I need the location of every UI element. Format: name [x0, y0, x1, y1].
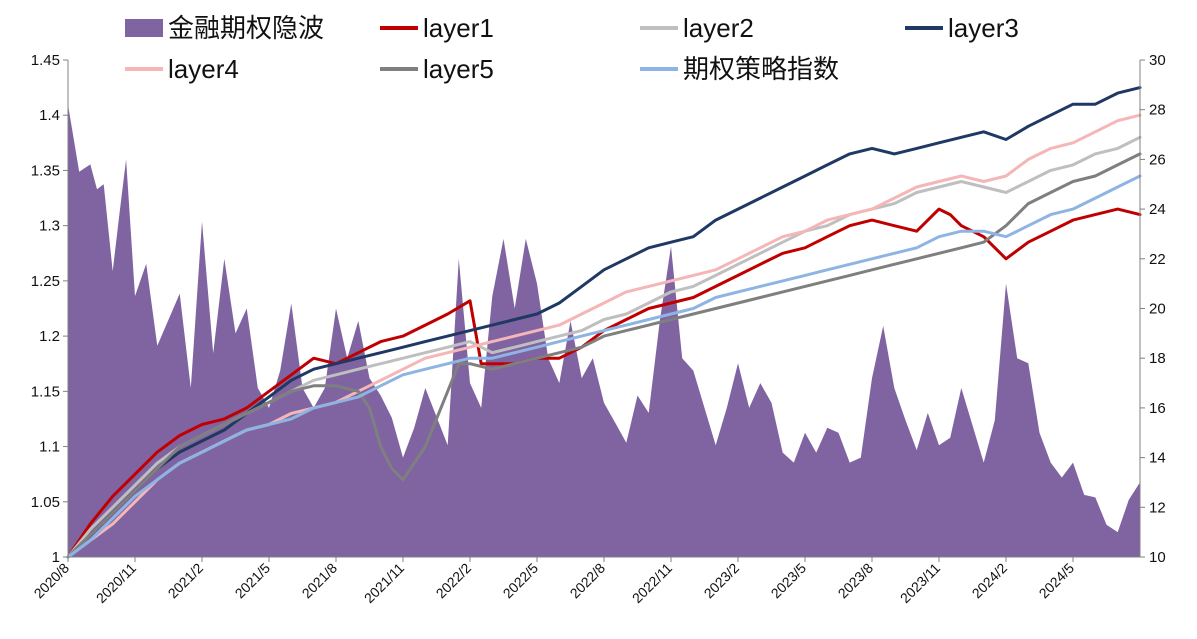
- x-tick-label: 2023/5: [768, 560, 810, 602]
- x-tick-label: 2023/8: [835, 560, 877, 602]
- y-tick-label: 1.4: [39, 107, 60, 124]
- y2-tick-label: 22: [1149, 251, 1166, 268]
- y-tick-label: 1.3: [39, 218, 60, 235]
- y2-tick-label: 26: [1149, 151, 1166, 168]
- y2-tick-label: 28: [1149, 102, 1166, 119]
- x-tick-label: 2020/11: [93, 560, 140, 607]
- x-tick-label: 2022/2: [433, 560, 475, 602]
- x-tick-label: 2021/2: [165, 560, 207, 602]
- y2-tick-label: 20: [1149, 301, 1166, 318]
- x-tick-label: 2022/11: [629, 560, 676, 607]
- series-line-5: [66, 152, 1142, 559]
- y2-tick-label: 18: [1149, 350, 1166, 367]
- y2-tick-label: 30: [1149, 52, 1166, 69]
- y-tick-label: 1.2: [39, 328, 60, 345]
- x-tick-label: 2021/11: [361, 560, 408, 607]
- legend-label: layer5: [423, 54, 494, 84]
- x-tick-label: 2021/8: [299, 560, 341, 602]
- x-tick-label: 2024/5: [1036, 560, 1078, 602]
- x-tick-label: 2023/11: [897, 560, 944, 607]
- legend-swatch-area: [125, 19, 163, 37]
- y2-tick-label: 12: [1149, 499, 1166, 516]
- y-tick-label: 1.1: [39, 439, 60, 456]
- legend: 金融期权隐波 layer1 layer2 layer3 layer4 layer5 期权策略…: [125, 13, 1019, 84]
- x-tick-label: 2021/5: [232, 560, 274, 602]
- x-tick-label: 2022/8: [567, 560, 609, 602]
- legend-label: 金融期权隐波: [168, 13, 324, 43]
- x-tick-label: 2022/5: [500, 560, 542, 602]
- y2-tick-label: 16: [1149, 400, 1166, 417]
- y-tick-label: 1.35: [31, 162, 60, 179]
- legend-label: layer3: [948, 13, 1019, 43]
- legend-label: layer4: [168, 54, 239, 84]
- area-series-implied-vol: [68, 104, 1140, 557]
- y-tick-label: 1.45: [31, 52, 60, 69]
- y2-tick-label: 14: [1149, 450, 1166, 467]
- x-tick-label: 2024/2: [969, 560, 1011, 602]
- y-tick-label: 1.15: [31, 383, 60, 400]
- y2-tick-label: 24: [1149, 201, 1166, 218]
- y-tick-label: 1.05: [31, 494, 60, 511]
- legend-label: layer2: [683, 13, 754, 43]
- legend-label: 期权策略指数: [683, 54, 839, 84]
- legend-label: layer1: [423, 13, 494, 43]
- lines-layer: [66, 86, 1142, 559]
- area-layer: [68, 104, 1140, 557]
- y-tick-label: 1: [52, 549, 60, 566]
- y-tick-label: 1.25: [31, 273, 60, 290]
- series-line-6: [66, 174, 1142, 559]
- y2-tick-label: 10: [1149, 549, 1166, 566]
- x-tick-label: 2023/2: [701, 560, 743, 602]
